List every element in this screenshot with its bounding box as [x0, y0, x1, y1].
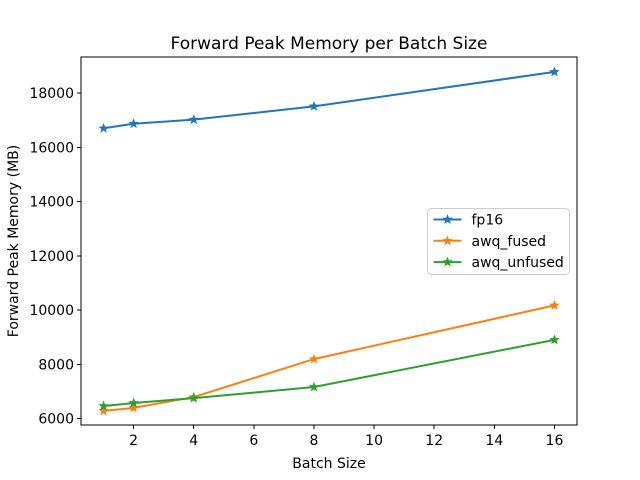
chart-marker-awq_fused [308, 353, 320, 364]
x-tick-label: 4 [189, 433, 198, 449]
chart-line-awq_fused [102, 304, 556, 412]
chart-marker-awq_unfused [128, 397, 139, 408]
y-axis-label: Forward Peak Memory (MB) [6, 145, 22, 337]
chart-marker-awq_fused [549, 299, 560, 310]
x-tick-label: 2 [129, 433, 138, 449]
x-tick-label: 10 [365, 433, 383, 449]
legend-marker-awq_unfused [442, 256, 453, 267]
chart-line-fp16 [102, 70, 556, 130]
y-tick-label: 16000 [29, 140, 74, 156]
x-axis-label: Batch Size [292, 456, 365, 472]
chart-marker-awq_unfused [308, 381, 320, 392]
y-tick-label: 18000 [29, 86, 74, 102]
legend-label-awq_unfused: awq_unfused [472, 255, 564, 271]
x-tick-label: 8 [310, 433, 319, 449]
chart-marker-awq_fused [98, 405, 109, 416]
chart-marker-fp16 [308, 100, 320, 111]
y-tick-label: 8000 [38, 357, 74, 373]
chart-marker-awq_unfused [188, 392, 199, 403]
legend-marker-fp16 [442, 214, 453, 224]
chart-marker-fp16 [549, 66, 560, 77]
legend-label-fp16: fp16 [472, 213, 504, 229]
chart-line-awq_unfused [102, 338, 556, 408]
y-tick-label: 10000 [29, 303, 74, 319]
y-tick-label: 14000 [29, 195, 74, 211]
plot-area: 2 4 6 8 10 12 14 16 6000 8000 10000 12000 14000 16000… [29, 56, 578, 449]
x-tick-label: 14 [485, 433, 503, 449]
chart-marker-awq_fused [128, 402, 139, 413]
chart-marker-fp16 [128, 118, 139, 129]
chart-marker-awq_unfused [549, 334, 560, 345]
y-tick-label: 6000 [38, 411, 74, 427]
chart-marker-awq_unfused [98, 400, 109, 411]
chart-title: Forward Peak Memory per Batch Size [171, 34, 488, 54]
legend-marker-awq_fused [442, 235, 453, 246]
x-tick-label: 12 [425, 433, 443, 449]
chart-marker-fp16 [98, 122, 109, 133]
y-tick-label: 12000 [29, 249, 74, 265]
legend-label-awq_fused: awq_fused [472, 234, 547, 250]
x-tick-label: 16 [546, 433, 564, 449]
legend-box [427, 208, 570, 275]
chart-marker-fp16 [188, 114, 199, 125]
x-tick-label: 6 [249, 433, 258, 449]
plot-spines [80, 56, 578, 426]
